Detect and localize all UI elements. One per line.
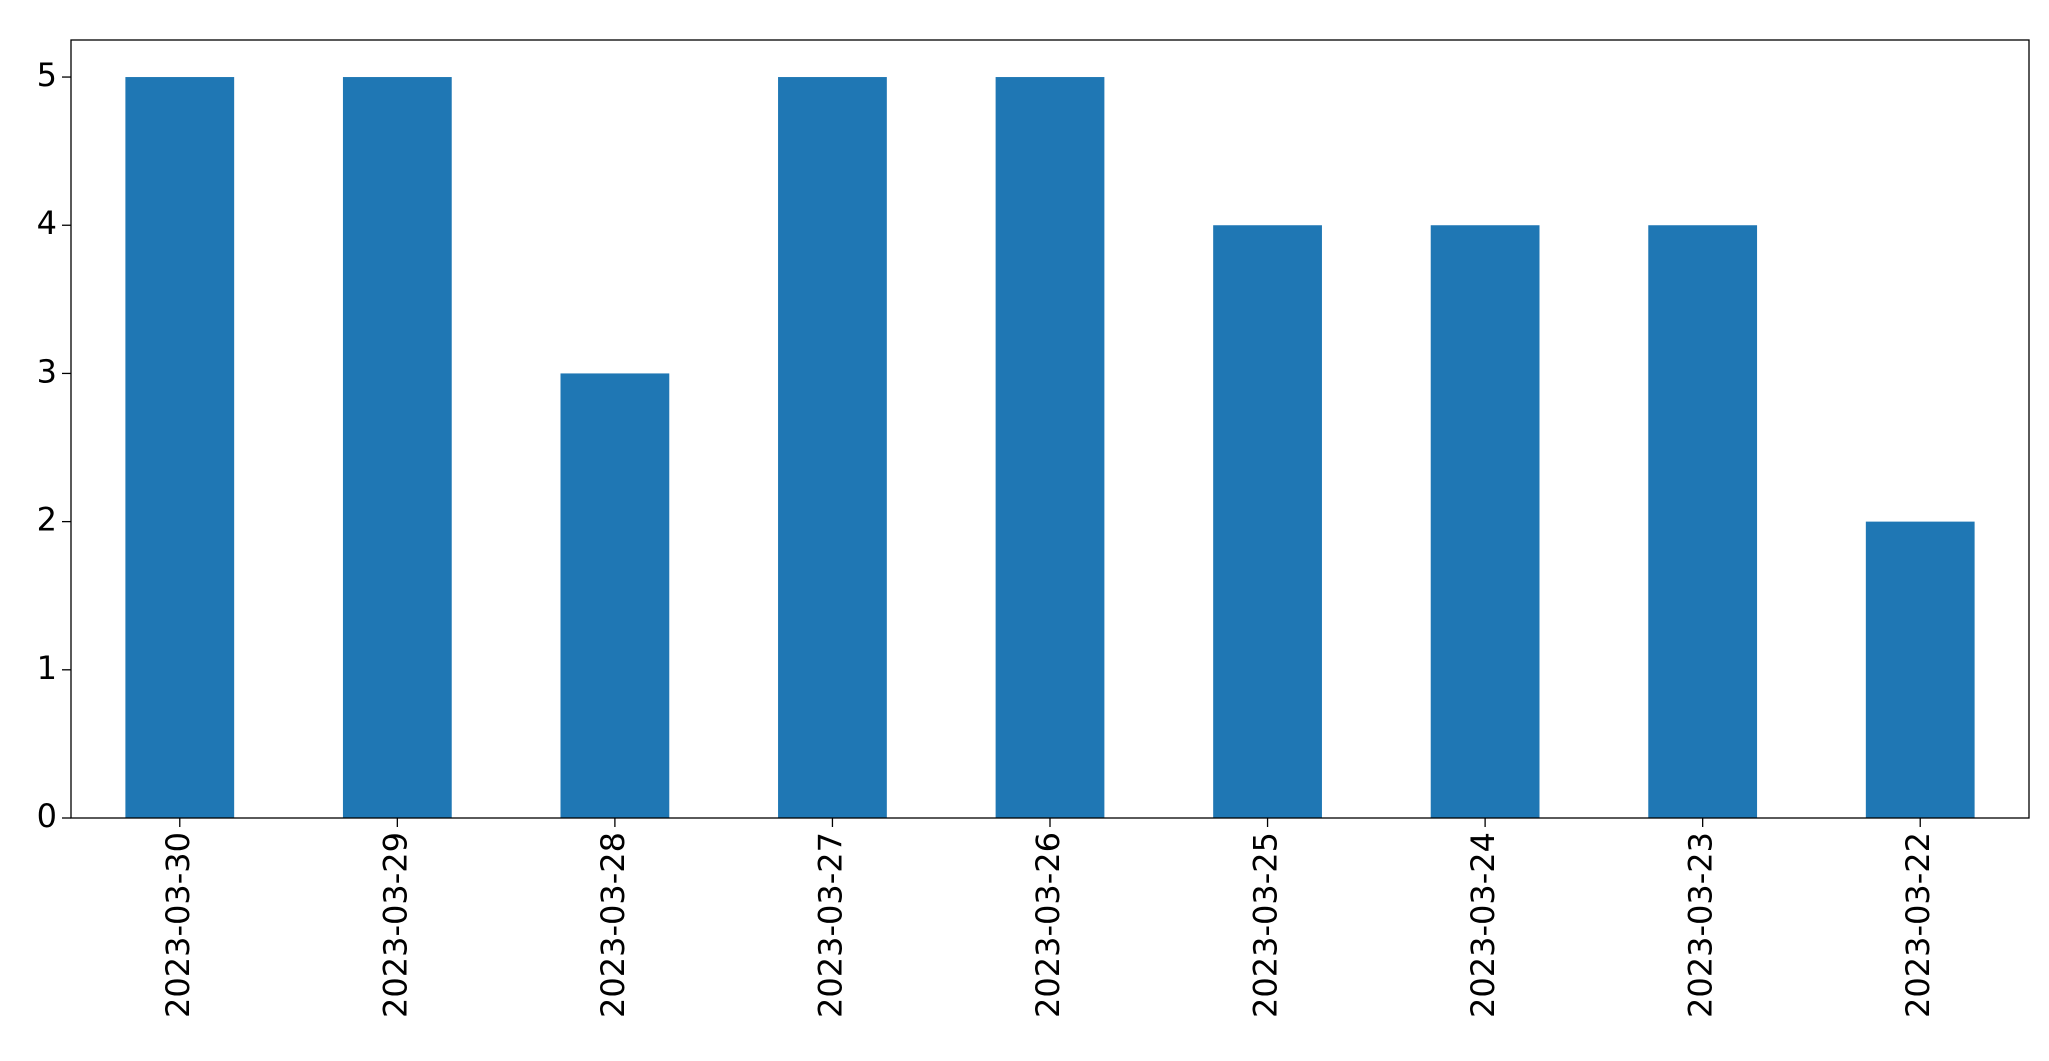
bar [1213,225,1322,818]
bar [560,373,670,818]
y-tick-label: 3 [37,352,57,390]
x-tick-label: 2023-03-22 [1899,832,1937,1018]
y-tick-label: 2 [37,501,57,539]
bar [995,77,1105,819]
y-tick-label: 1 [37,649,57,687]
bar [778,77,887,819]
x-tick-label: 2023-03-29 [376,832,414,1018]
x-tick-label: 2023-03-30 [159,832,197,1018]
bar [125,77,235,819]
x-tick-label: 2023-03-26 [1029,832,1067,1018]
y-tick-label: 5 [37,56,57,94]
plot-frame [70,39,2030,819]
bar [1865,521,1975,818]
bar [1430,225,1540,818]
bar [1648,225,1758,818]
x-tick-label: 2023-03-24 [1464,832,1502,1018]
y-tick-label: 0 [37,797,57,835]
x-tick-label: 2023-03-28 [594,832,632,1018]
x-tick-label: 2023-03-25 [1247,832,1285,1018]
x-tick-label: 2023-03-27 [811,832,849,1018]
bar [342,77,452,819]
y-tick-label: 4 [37,204,57,242]
x-tick-label: 2023-03-23 [1682,832,1720,1018]
